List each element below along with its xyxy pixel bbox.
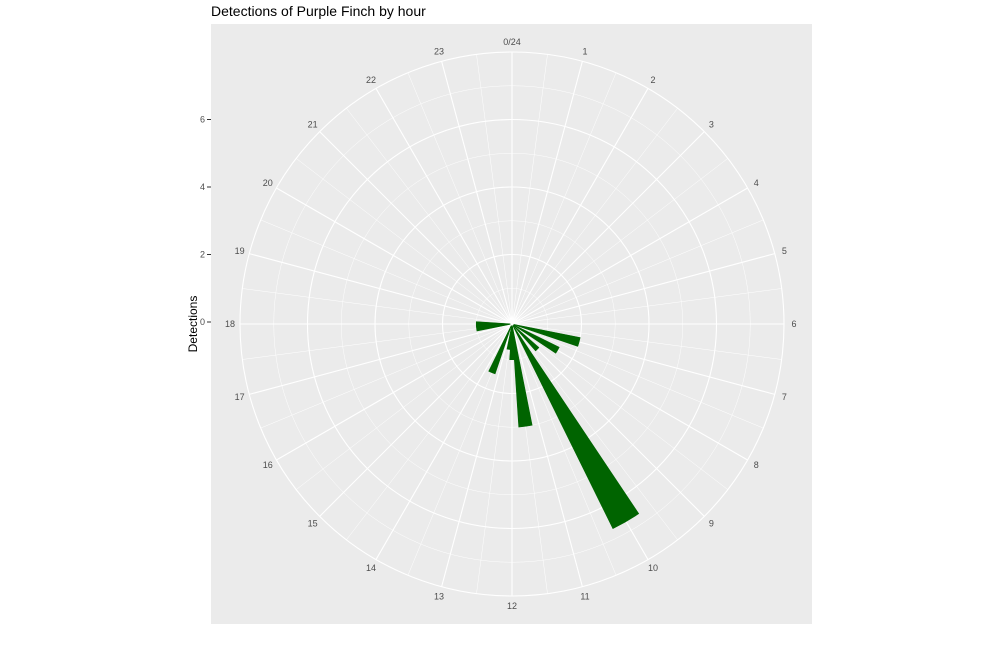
grid-spoke: [511, 187, 748, 325]
hour-label-2: 2: [650, 75, 655, 85]
grid-spoke: [511, 323, 764, 429]
y-tick-label: 4: [200, 182, 205, 192]
bar-hour-8: [513, 324, 560, 354]
grid-spoke: [511, 323, 617, 576]
hour-label-19: 19: [235, 246, 245, 256]
hour-labels: 0/24123456789101112131415161718192021222…: [225, 37, 797, 611]
bars: [475, 321, 640, 530]
grid-spoke: [511, 323, 678, 540]
hour-label-10: 10: [648, 563, 658, 573]
hour-label-13: 13: [434, 591, 444, 601]
grid-spoke: [319, 323, 513, 517]
hour-label-16: 16: [263, 460, 273, 470]
grid-spoke: [296, 323, 513, 490]
grid-spoke: [511, 288, 782, 325]
grid-spoke: [319, 131, 513, 325]
hour-label-21: 21: [308, 120, 318, 130]
grid-spoke: [260, 219, 513, 325]
grid-spoke: [346, 323, 513, 540]
chart-title: Detections of Purple Finch by hour: [211, 3, 426, 19]
grid-spoke: [511, 323, 583, 587]
grid-spoke: [407, 72, 513, 325]
y-tick-label: 0: [200, 317, 205, 327]
hour-label-8: 8: [754, 460, 759, 470]
grid-spoke: [346, 108, 513, 325]
hour-label-23: 23: [434, 47, 444, 57]
grid-spoke: [511, 219, 764, 325]
hour-label-14: 14: [366, 563, 376, 573]
hour-label-20: 20: [263, 178, 273, 188]
grid-spoke: [242, 288, 513, 325]
polar-grid: [239, 51, 785, 597]
hour-label-11: 11: [580, 591, 589, 601]
hour-label-6: 6: [791, 319, 796, 329]
grid-spoke: [242, 323, 513, 360]
grid-spoke: [476, 323, 513, 594]
bar-hour-9: [512, 324, 540, 352]
hour-label-17: 17: [235, 392, 245, 402]
grid-spoke: [375, 323, 513, 560]
y-tick-label: 6: [200, 115, 205, 125]
bar-hour-7: [513, 324, 581, 347]
hour-label-4: 4: [754, 178, 759, 188]
grid-spoke: [511, 253, 775, 325]
bar-hour-10: [512, 325, 640, 530]
grid-spoke: [276, 187, 513, 325]
grid-spoke: [249, 253, 513, 325]
grid-spoke: [249, 323, 513, 395]
grid-spoke: [511, 61, 583, 325]
hour-label-22: 22: [366, 75, 376, 85]
grid-spoke: [276, 323, 513, 461]
grid-spoke: [441, 323, 513, 587]
grid-spoke: [511, 323, 705, 517]
grid-spoke: [511, 54, 548, 325]
bar-hour-12.5: [506, 325, 513, 350]
grid-spoke: [296, 158, 513, 325]
hour-label-0: 0/24: [503, 37, 521, 47]
grid-spoke: [511, 108, 678, 325]
hour-label-3: 3: [709, 120, 714, 130]
hour-label-1: 1: [582, 47, 587, 57]
grid-spoke: [511, 158, 728, 325]
hour-label-7: 7: [782, 392, 787, 402]
grid-spoke: [260, 323, 513, 429]
hour-label-12: 12: [507, 601, 517, 611]
grid-spoke: [511, 88, 649, 325]
bar-hour-13.5: [488, 325, 512, 375]
grid-spoke: [375, 88, 513, 325]
y-tick-label: 2: [200, 250, 205, 260]
grid-spoke: [511, 131, 705, 325]
grid-spoke: [441, 61, 513, 325]
hour-label-9: 9: [709, 518, 714, 528]
grid-spoke: [476, 54, 513, 325]
grid-spoke: [511, 323, 728, 490]
y-axis-label: Detections: [186, 296, 200, 353]
hour-label-18: 18: [225, 319, 235, 329]
bar-hour-18: [475, 321, 511, 327]
grid-spoke: [511, 323, 782, 360]
hour-label-15: 15: [308, 518, 318, 528]
grid-spoke: [511, 72, 617, 325]
y-axis: 0 2 4 6: [200, 115, 211, 327]
hour-label-5: 5: [782, 246, 787, 256]
